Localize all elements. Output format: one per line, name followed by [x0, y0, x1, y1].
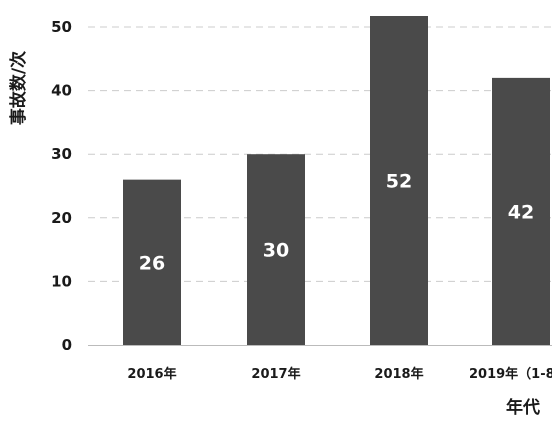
bar-value-label: 26 [139, 252, 165, 274]
bar-value-label: 30 [263, 240, 289, 262]
bar [492, 77, 550, 345]
y-axis-title: 事故数/次 [8, 51, 29, 125]
x-tick-label: 2017年 [251, 366, 300, 382]
x-tick-label: 2016年 [127, 366, 176, 382]
bar [370, 16, 428, 345]
y-tick-label: 40 [51, 82, 72, 100]
bar [123, 179, 181, 345]
bar-value-label: 42 [508, 201, 534, 223]
y-tick-label: 10 [51, 272, 72, 290]
bar-value-label: 52 [386, 171, 412, 193]
bar-value-labels: 26 30 52 42 [139, 171, 534, 275]
bar [247, 154, 305, 345]
x-axis-title: 年代 [506, 397, 540, 418]
y-tick-labels: 0 10 20 30 40 50 [51, 18, 72, 354]
bars [123, 16, 550, 345]
y-tick-label: 30 [51, 145, 72, 163]
y-tick-label: 50 [51, 18, 72, 36]
x-tick-label: 2018年 [374, 366, 423, 382]
x-tick-labels: 2016年 2017年 2018年 2019年（1-8 [127, 366, 552, 382]
x-tick-label: 2019年（1-8 [469, 366, 552, 382]
y-tick-label: 0 [62, 336, 72, 354]
y-tick-label: 20 [51, 209, 72, 227]
